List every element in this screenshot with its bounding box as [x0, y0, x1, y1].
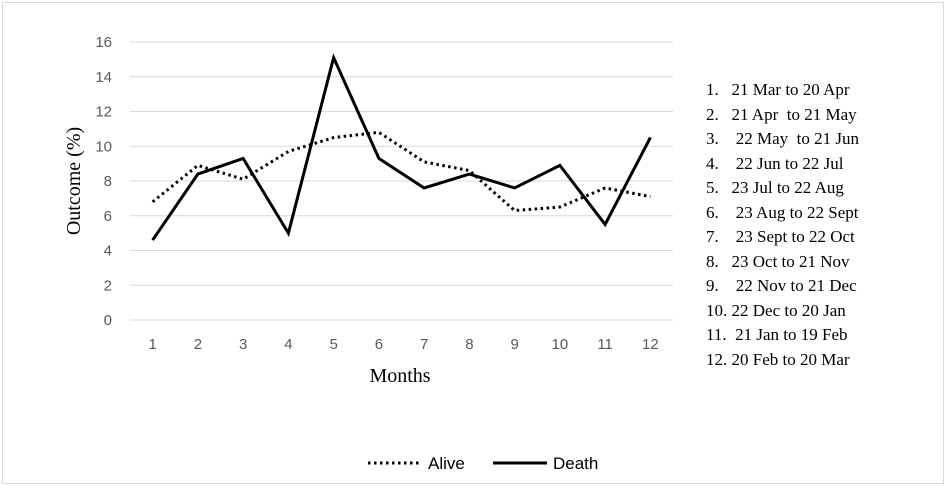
month-key-item: 4. 22 Jun to 22 Jul	[706, 153, 844, 173]
series-lines	[151, 53, 652, 241]
x-tick-label: 9	[510, 336, 518, 353]
month-key-item: 3. 22 May to 21 Jun	[706, 129, 859, 148]
month-key-list: 1. 21 Mar to 20 Apr 2. 21 Apr to 21 May 3.…	[706, 78, 859, 372]
x-tick-label: 8	[465, 336, 473, 353]
y-tick-label: 8	[104, 173, 112, 190]
y-tick-label: 6	[104, 208, 112, 225]
y-tick-label: 10	[95, 138, 112, 155]
x-tick-label: 2	[194, 336, 202, 353]
y-tick-label: 12	[95, 104, 112, 121]
x-tick-label: 7	[420, 336, 428, 353]
x-tick-label: 1	[148, 336, 156, 353]
month-key-item: 11. 21 Jan to 19 Feb	[706, 325, 848, 344]
x-tick-label: 11	[597, 336, 613, 353]
gridlines	[130, 41, 673, 321]
month-key-item: 9. 22 Nov to 21 Dec	[706, 276, 857, 295]
x-tick-label: 4	[284, 336, 292, 353]
month-key-item: 7. 23 Sept to 22 Oct	[706, 227, 855, 246]
y-tick-label: 4	[104, 243, 112, 260]
y-tick-label: 0	[104, 312, 112, 329]
x-tick-label: 6	[375, 336, 383, 353]
series-line-alive	[151, 130, 651, 213]
month-key-item: 10. 22 Dec to 20 Jan	[706, 300, 846, 320]
legend-label-alive: Alive	[428, 454, 465, 473]
legend-label-death: Death	[553, 454, 598, 473]
month-key-item: 5. 23 Jul to 22 Aug	[706, 178, 844, 197]
month-key-item: 8. 23 Oct to 21 Nov	[706, 251, 850, 271]
legend: Alive Death	[368, 454, 598, 473]
month-key-item: 1. 21 Mar to 20 Apr	[706, 80, 850, 99]
month-key-item: 12. 20 Feb to 20 Mar	[706, 349, 850, 369]
y-tick-labels: 0 2 4 6 8 10 12 14 16	[95, 34, 112, 329]
x-tick-label: 12	[642, 336, 659, 353]
x-axis-title: Months	[369, 365, 430, 387]
x-tick-labels: 1 2 3 4 5 6 7 8 9 10 11 12	[148, 336, 658, 353]
y-tick-label: 14	[95, 69, 112, 86]
y-tick-label: 16	[95, 34, 112, 51]
x-tick-label: 10	[552, 336, 569, 353]
x-tick-label: 5	[329, 336, 337, 353]
month-key-item: 2. 21 Apr to 21 May	[706, 104, 857, 124]
y-axis-title: Outcome (%)	[63, 127, 85, 235]
y-tick-label: 2	[104, 277, 112, 294]
x-tick-label: 3	[239, 336, 247, 353]
series-line-death	[151, 53, 652, 241]
month-key-item: 6. 23 Aug to 22 Sept	[706, 202, 859, 222]
